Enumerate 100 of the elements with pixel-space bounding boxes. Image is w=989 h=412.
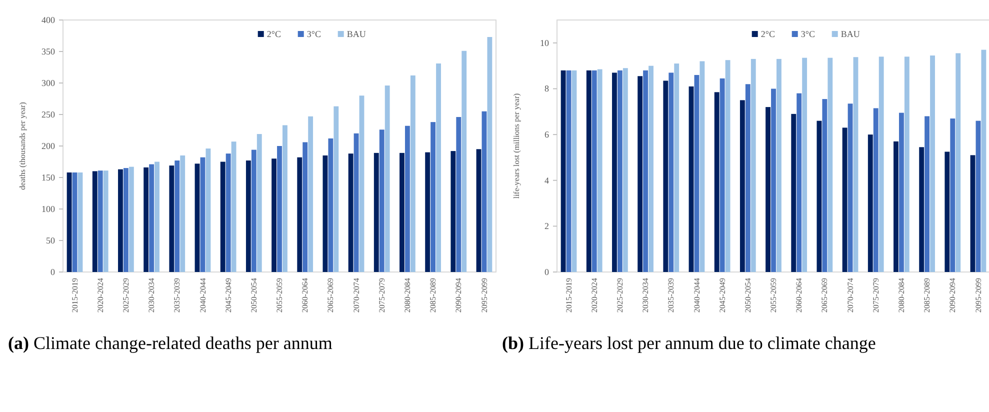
bar (816, 120, 822, 272)
bar (668, 72, 674, 272)
x-tick-label: 2075-2079 (871, 278, 880, 313)
bar (231, 142, 236, 272)
x-tick-label: 2085-2089 (428, 278, 438, 313)
bar (981, 50, 986, 272)
bar (410, 75, 416, 272)
bar (898, 112, 904, 272)
y-tick-label: 8 (544, 84, 550, 94)
bar (302, 142, 308, 272)
bar (103, 170, 108, 272)
x-tick-label: 2050-2054 (743, 278, 752, 313)
x-tick-label: 2060-2064 (300, 278, 310, 313)
bar (297, 157, 302, 272)
bar (144, 167, 149, 272)
x-tick-label: 2015-2019 (70, 278, 80, 313)
bar (487, 37, 492, 272)
bar (894, 141, 898, 272)
legend-label: 3°C (306, 28, 321, 39)
bar (476, 149, 482, 272)
bar (572, 70, 577, 272)
bar (622, 68, 628, 272)
bar (878, 56, 884, 272)
bar (206, 148, 211, 272)
y-tick-label: 250 (42, 109, 56, 120)
bar (612, 72, 617, 272)
bar (970, 155, 976, 272)
bar (720, 78, 725, 272)
bar (282, 125, 288, 272)
bar (348, 154, 354, 272)
bar (586, 70, 592, 272)
x-tick-label: 2035-2039 (172, 278, 182, 313)
bar (78, 172, 83, 272)
bar (154, 162, 160, 272)
y-tick-label: 6 (544, 129, 550, 140)
y-axis-title: deaths (thousands per year) (18, 102, 27, 190)
legend-label: 2°C (760, 28, 775, 39)
bar (72, 172, 78, 272)
y-tick-label: 2 (544, 221, 549, 232)
bar (663, 80, 668, 272)
x-tick-label: 2075-2079 (377, 278, 386, 313)
bar (200, 157, 206, 272)
bar (174, 160, 180, 272)
bar (694, 74, 700, 272)
x-tick-label: 2080-2084 (403, 278, 412, 313)
bar (688, 86, 694, 272)
x-tick-label: 2045-2049 (718, 278, 727, 313)
bar (842, 128, 848, 272)
bar (456, 117, 462, 272)
bar (802, 58, 808, 272)
bar (592, 70, 597, 272)
y-axis-title: life-years lost (millions per year) (512, 93, 521, 199)
bar (220, 162, 226, 272)
bar (430, 122, 436, 272)
bar (745, 84, 750, 272)
bar (256, 134, 262, 272)
bar (450, 151, 456, 272)
bar (944, 152, 950, 272)
bar (482, 111, 487, 272)
bar (322, 155, 328, 272)
bar (766, 107, 770, 272)
bar (714, 92, 720, 272)
x-tick-label: 2015-2019 (564, 278, 574, 313)
y-tick-label: 4 (544, 175, 550, 186)
y-tick-label: 400 (42, 14, 56, 25)
bar (149, 164, 154, 272)
bar (404, 126, 410, 272)
x-tick-label: 2020-2024 (590, 278, 599, 313)
text: (a) Climate change-related deaths per annum (8, 332, 334, 354)
x-tick-label: 2090-2094 (454, 278, 464, 313)
bar (92, 171, 98, 272)
bar (796, 93, 802, 272)
y-tick-label: 150 (42, 172, 56, 182)
y-tick-label: 200 (42, 140, 56, 151)
text: (b) Life-years lost per annum due to climate change (502, 332, 877, 354)
bar (425, 152, 430, 272)
bar (597, 69, 602, 272)
bar (560, 70, 566, 272)
bar (725, 60, 730, 272)
bar (374, 152, 379, 272)
bar (226, 154, 231, 272)
bar (98, 170, 103, 272)
bar (976, 120, 981, 272)
legend-label: BAU (346, 28, 366, 39)
bar (822, 99, 828, 272)
bar (123, 168, 128, 272)
bar (873, 108, 878, 272)
legend-label: 2°C (266, 28, 281, 39)
x-tick-label: 2070-2074 (846, 278, 855, 313)
bar (251, 150, 256, 272)
legend-label: 3°C (800, 28, 815, 39)
x-tick-label: 2070-2074 (352, 278, 361, 313)
bar (180, 155, 186, 272)
bar (359, 96, 364, 272)
bar (328, 138, 334, 272)
x-tick-label: 2055-2059 (275, 278, 284, 313)
bar (566, 70, 572, 272)
bar (750, 58, 756, 272)
bar (740, 100, 745, 272)
bar (194, 164, 200, 272)
